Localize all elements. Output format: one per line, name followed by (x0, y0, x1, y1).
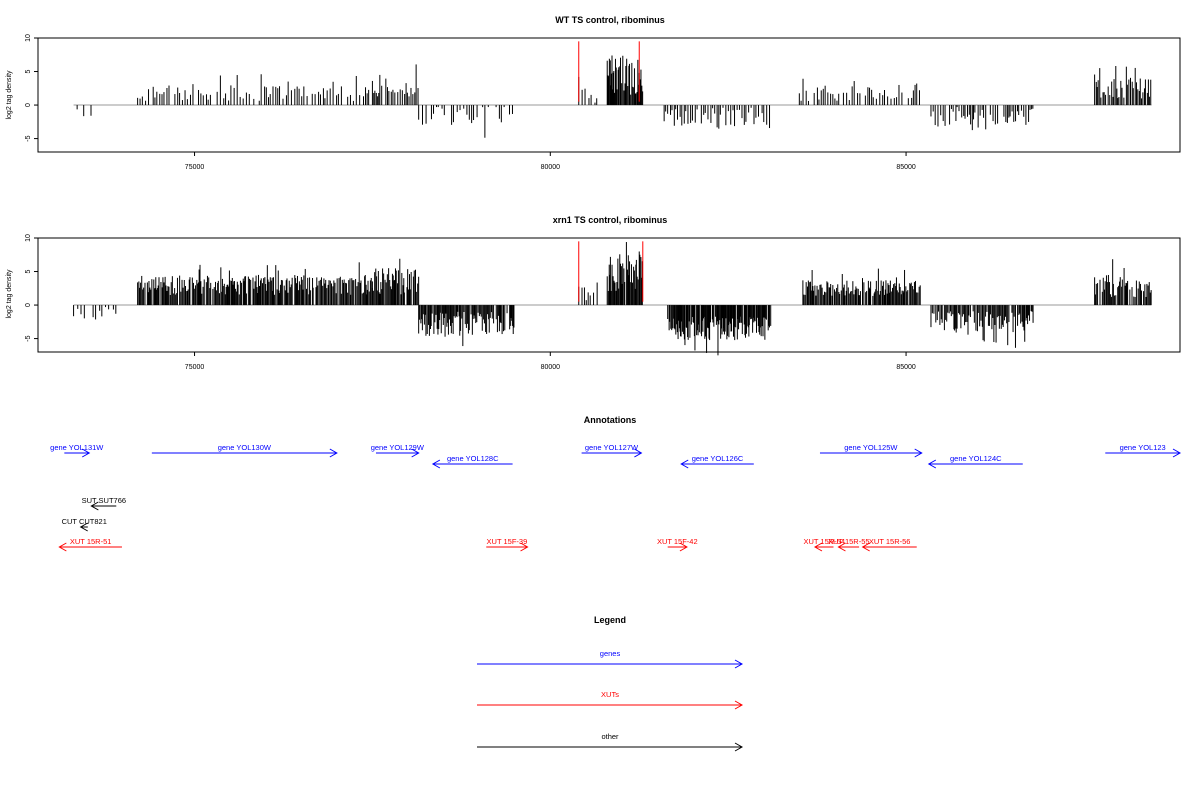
annotation-label: XUT 15R-55 (828, 537, 870, 546)
annotation-arrow-head (1172, 448, 1182, 458)
annotation-arrow-head (520, 542, 529, 552)
xrn1-ytick-label: 10 (25, 234, 32, 242)
wt-ytick-label: 0 (25, 103, 32, 107)
annotation-arrow-head (329, 448, 338, 458)
xrn1-track-plot: -5 0 5 10 75000 80000 85000 (25, 234, 1181, 371)
annotation-arrow-head (679, 542, 688, 552)
annotation-label: gene YOL128C (447, 454, 499, 463)
wt-track-panel: WT TS control, ribominus log2 tag densit… (6, 15, 1181, 171)
annotations-title: Annotations (584, 415, 637, 425)
annotation-label: gene YOL127W (585, 443, 639, 452)
annotation-arrow-head (411, 448, 420, 458)
annotation-label: gene YOL123 (1120, 443, 1166, 452)
xrn1-xtick-label: 75000 (185, 364, 205, 371)
wt-track-title: WT TS control, ribominus (555, 15, 665, 25)
legend-arrow-other-head (734, 742, 744, 752)
wt-ytick-label: 10 (25, 34, 32, 42)
annotation-label: XUT 15F-42 (657, 537, 698, 546)
annotation-label: gene YOL131W (50, 443, 104, 452)
annotation-arrow-head (680, 459, 689, 469)
xrn1-track-panel: xrn1 TS control, ribominus log2 tag dens… (6, 215, 1181, 371)
annotation-arrow-head (431, 459, 441, 469)
annotation-arrow-head (914, 448, 923, 458)
annotation-label: gene YOL129W (371, 443, 425, 452)
annotations-panel: Annotations gene YOL131W gene YOL130W gene… (50, 415, 1182, 552)
wt-xtick-label: 75000 (185, 164, 205, 171)
annotation-label: SUT SUT766 (82, 496, 126, 505)
annotation-arrow-head (90, 501, 99, 511)
xrn1-track-ylabel: log2 tag density (6, 269, 13, 319)
xrn1-track-title: xrn1 TS control, ribominus (553, 215, 668, 225)
xrn1-plot-frame (37, 237, 1181, 353)
legend-title: Legend (594, 615, 626, 625)
annotation-arrow-head (58, 542, 67, 552)
wt-ytick-label: -5 (25, 135, 32, 141)
annotation-label: XUT 15R-54 (803, 537, 845, 546)
wt-plot-frame (37, 37, 1181, 153)
annotation-label: gene YOL130W (218, 443, 272, 452)
annotation-label: gene YOL126C (692, 454, 744, 463)
annotation-arrow-head (634, 448, 643, 458)
annotation-arrow-head (79, 522, 88, 532)
annotation-label: CUT CUT821 (62, 517, 107, 526)
annotation-arrow-head (813, 542, 823, 552)
xrn1-ytick-label: 0 (25, 303, 32, 307)
legend-panel: Legend genes XUTs other (477, 615, 744, 752)
legend-arrow-xut-head (734, 700, 744, 710)
wt-xtick-label: 80000 (541, 164, 561, 171)
wt-track-plot: -5 0 5 10 75000 80000 85000 (25, 34, 1181, 171)
wt-xtick-label: 85000 (896, 164, 916, 171)
wt-track-ylabel: log2 tag density (6, 70, 13, 120)
annotation-arrow-head (837, 542, 846, 552)
wt-ytick-label: 5 (25, 69, 32, 73)
annotation-label: gene YOL125W (844, 443, 898, 452)
annotation-label: XUT 15R-51 (70, 537, 112, 546)
xrn1-xtick-label: 80000 (541, 364, 561, 371)
annotation-arrow-head (861, 542, 870, 552)
annotation-label: XUT 15R-56 (869, 537, 911, 546)
annotation-arrow-head (81, 448, 91, 458)
annotation-items: gene YOL131W gene YOL130W gene YOL129W gene… (50, 443, 1182, 552)
xrn1-ytick-label: -5 (25, 335, 32, 341)
legend-arrow-gene-head (734, 659, 744, 669)
legend-label-other: other (601, 732, 619, 741)
legend-items: genes XUTs other (477, 649, 744, 752)
legend-label-xut: XUTs (601, 690, 619, 699)
annotation-arrow-head (927, 459, 937, 469)
annotation-label: gene YOL124C (950, 454, 1002, 463)
xrn1-ytick-label: 5 (25, 269, 32, 273)
legend-label-gene: genes (600, 649, 621, 658)
xrn1-xtick-label: 85000 (896, 364, 916, 371)
annotation-label: XUT 15F-39 (487, 537, 528, 546)
